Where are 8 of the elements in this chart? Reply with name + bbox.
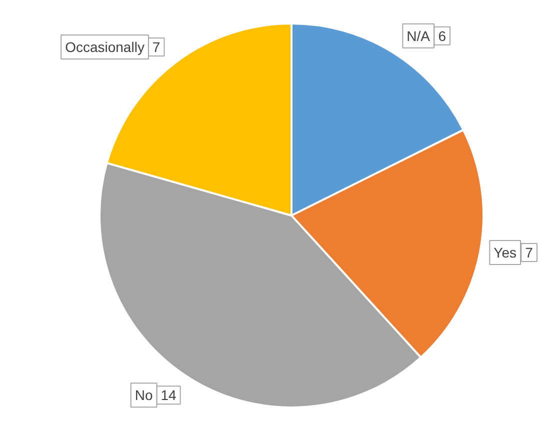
data-label: 7 [525, 244, 534, 261]
legend-label: No [134, 387, 153, 404]
slice-label: Yes [494, 244, 517, 261]
data-label: 7 [152, 38, 160, 55]
slice-label: Occasionally [65, 38, 144, 55]
slice-label: N/A [406, 28, 431, 44]
data-label: 6 [438, 28, 446, 44]
data-label: 14 [160, 387, 177, 404]
